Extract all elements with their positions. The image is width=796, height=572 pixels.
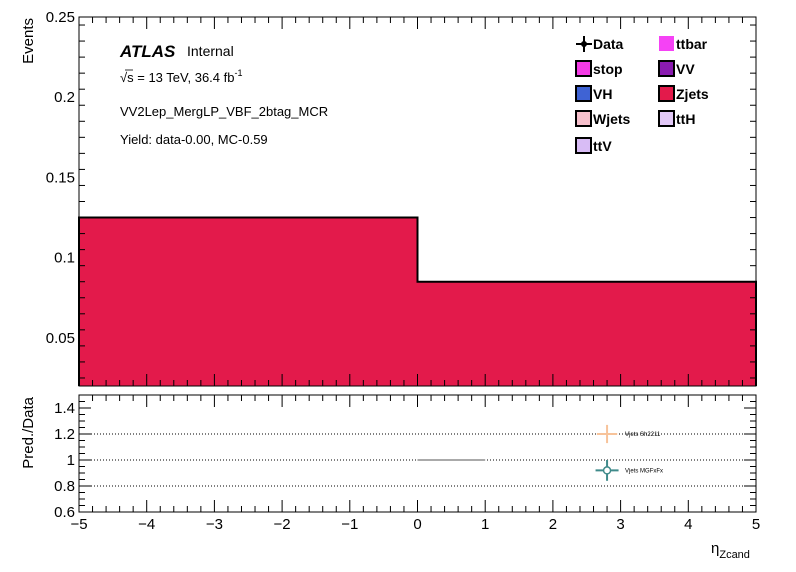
legend-swatch — [575, 60, 592, 77]
legend: Data ttbar stop VV VH Zjets Wjets ttH ttV — [575, 36, 709, 154]
legend-swatch — [658, 85, 675, 102]
ratio-point-1: Vjets Sh2211 — [596, 424, 661, 444]
x-tick-label: 3 — [616, 516, 624, 533]
legend-entry-zjets: Zjets — [658, 85, 709, 102]
legend-swatch — [658, 110, 675, 127]
ratio-point-2: Vjets MGFxFx — [595, 460, 663, 481]
energy-text: s = 13 TeV, 36.4 fb — [127, 70, 234, 85]
legend-label: Zjets — [676, 86, 709, 102]
x-axis-label: ηZcand — [711, 540, 750, 561]
top-y-tick-label: 0.25 — [46, 9, 75, 26]
region-label: VV2Lep_MergLP_VBF_2btag_MCR — [120, 104, 328, 119]
legend-label: ttH — [676, 111, 695, 127]
x-tick-label: −1 — [341, 516, 358, 533]
legend-swatch — [575, 85, 592, 102]
x-tick-label: 1 — [481, 516, 489, 533]
legend-label: ttV — [593, 138, 612, 154]
top-y-tick-label: 0.1 — [54, 250, 75, 267]
x-tick-label: 2 — [549, 516, 557, 533]
legend-entry-stop: stop — [575, 60, 623, 77]
top-y-tick-label: 0.05 — [46, 330, 75, 347]
experiment-label: ATLAS — [119, 42, 176, 61]
top-panel: 0.05 0.1 0.15 0.2 0.25 Events ATLAS Internal… — [20, 9, 757, 387]
legend-entry-ttv: ttV — [575, 137, 612, 154]
legend-entry-ttbar: ttbar — [659, 36, 708, 52]
bottom-panel: Vjets Sh2211 Vjets MGFxFx 0.6 0.8 1 1.2 1.4 −… — [20, 394, 760, 561]
legend-entry-data: Data — [576, 36, 624, 52]
bottom-y-tick-label: 1 — [67, 452, 75, 469]
bottom-plot-area — [79, 395, 756, 512]
top-plot-frame — [78, 16, 757, 387]
legend-label: Data — [593, 36, 624, 52]
legend-entry-vv: VV — [658, 60, 695, 77]
energy-superscript: -1 — [234, 68, 242, 78]
legend-entry-wjets: Wjets — [575, 110, 631, 127]
legend-label: stop — [593, 61, 623, 77]
x-tick-label: −2 — [274, 516, 291, 533]
point-label: Vjets Sh2211 — [625, 432, 661, 438]
histogram-bar-1 — [79, 217, 418, 386]
bottom-y-tick-label: 0.8 — [54, 478, 75, 495]
yield-label: Yield: data-0.00, MC-0.59 — [120, 132, 268, 147]
top-y-tick-label: 0.2 — [54, 89, 75, 106]
legend-label: ttbar — [676, 36, 708, 52]
x-tick-label: −3 — [206, 516, 223, 533]
x-tick-label: −4 — [138, 516, 155, 533]
legend-label: VH — [593, 86, 612, 102]
bottom-y-axis-label: Pred./Data — [20, 396, 37, 468]
sqrt-symbol: √ — [120, 70, 128, 85]
x-tick-label: −5 — [70, 516, 87, 533]
bottom-y-tick-label: 0.6 — [54, 504, 75, 521]
bottom-y-tick-label: 1.4 — [54, 400, 75, 417]
legend-label: Wjets — [593, 111, 631, 127]
x-tick-label: 5 — [752, 516, 760, 533]
energy-label: √s = 13 TeV, 36.4 fb-1 — [120, 68, 243, 85]
legend-label: VV — [676, 61, 695, 77]
x-tick-label: 0 — [413, 516, 421, 533]
bottom-y-tick-label: 1.2 — [54, 426, 75, 443]
histogram-bar-2 — [417, 281, 756, 386]
x-tick-label: 4 — [684, 516, 692, 533]
legend-swatch — [575, 110, 592, 127]
top-y-tick-label: 0.15 — [46, 169, 75, 186]
point-label: Vjets MGFxFx — [625, 468, 663, 474]
legend-swatch — [659, 36, 674, 51]
bottom-plot-frame — [78, 394, 757, 513]
point-marker — [602, 466, 612, 475]
x-axis-subscript: Zcand — [719, 549, 750, 561]
legend-entry-vh: VH — [575, 85, 612, 102]
top-y-axis-label: Events — [20, 18, 37, 64]
x-axis-symbol: η — [711, 540, 719, 557]
legend-data-marker-dot — [581, 41, 587, 47]
legend-swatch — [575, 137, 592, 154]
legend-swatch — [658, 60, 675, 77]
status-label: Internal — [187, 43, 234, 59]
legend-entry-tth: ttH — [658, 110, 695, 127]
